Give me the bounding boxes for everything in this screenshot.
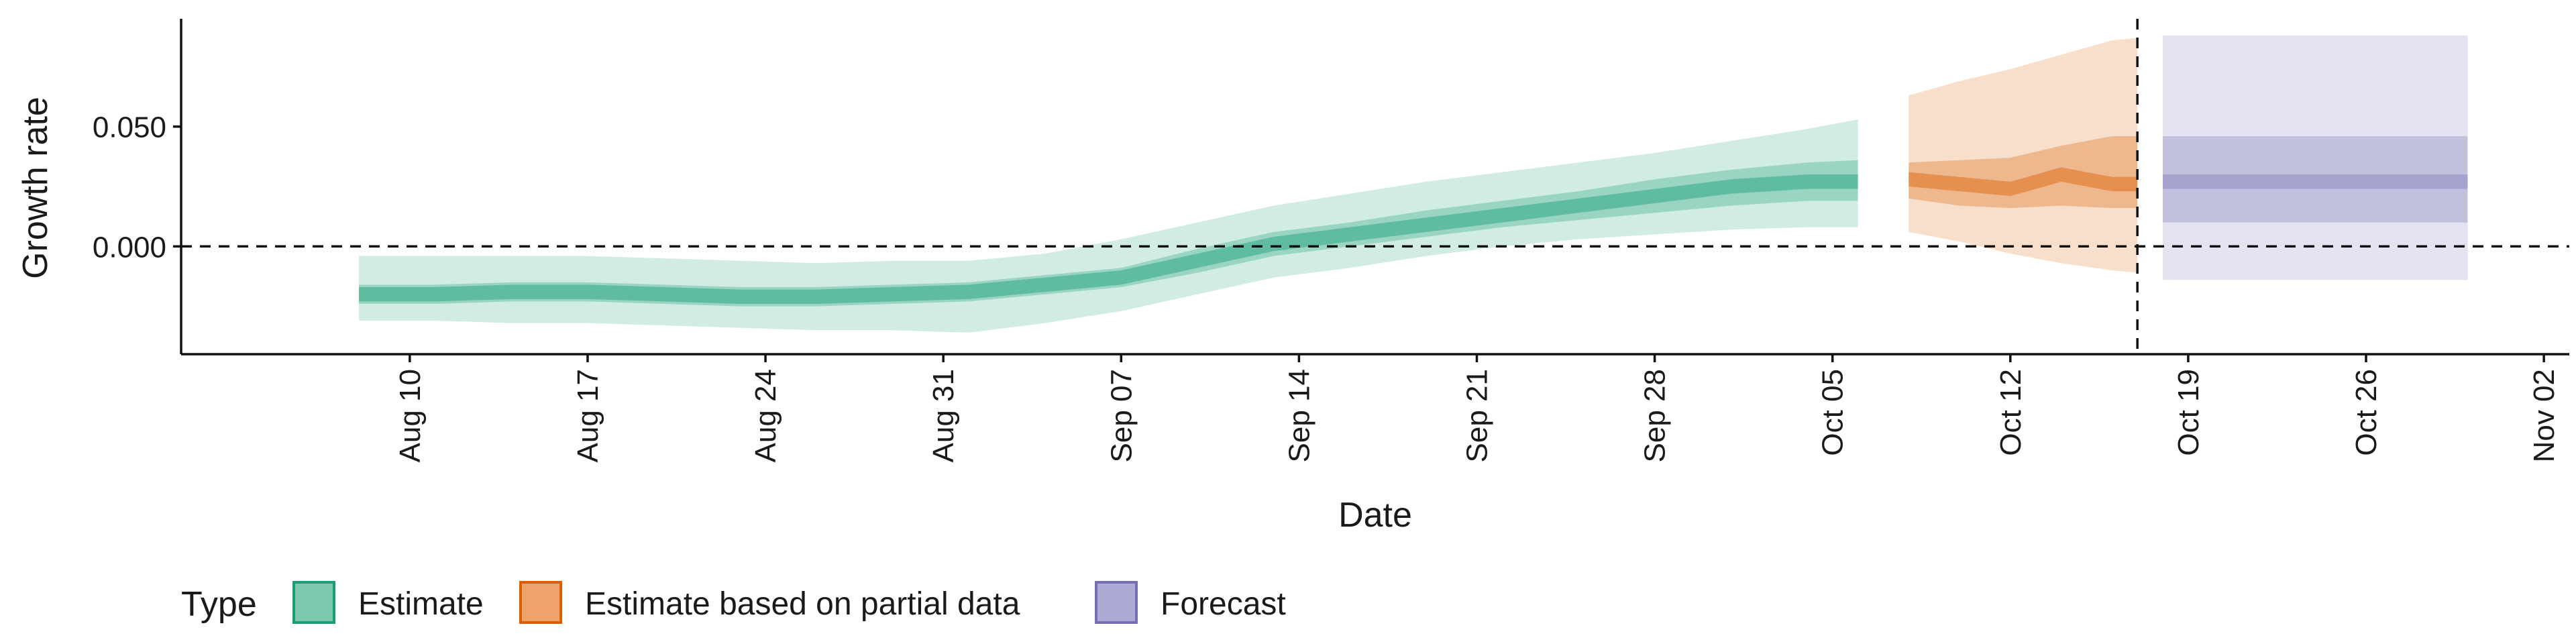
legend-item: Estimate	[292, 581, 484, 624]
legend-item: Estimate based on partial data	[519, 581, 1020, 624]
band-median-2	[2163, 174, 2468, 189]
y-tick-label: 0.050	[93, 111, 166, 144]
x-tick-label: Oct 19	[2172, 369, 2205, 456]
band-90-1	[1909, 38, 2138, 273]
legend-label: Forecast	[1161, 586, 1286, 622]
x-tick-label: Aug 31	[927, 369, 960, 462]
reference-lines	[181, 19, 2569, 354]
band-50-1	[1909, 136, 2138, 209]
x-tick-label: Sep 28	[1639, 369, 1672, 462]
legend-swatch	[1095, 581, 1138, 624]
x-tick-label: Aug 24	[749, 369, 782, 462]
band-median-1	[1909, 167, 2138, 197]
x-tick-label: Sep 21	[1460, 369, 1493, 462]
series-bands	[359, 36, 2468, 333]
legend-swatch	[292, 581, 335, 624]
series-2	[2163, 36, 2468, 280]
x-tick-label: Oct 12	[1994, 369, 2027, 456]
x-tick-label: Oct 26	[2350, 369, 2383, 456]
x-tick-label: Aug 10	[394, 369, 427, 462]
x-tick-label: Sep 14	[1283, 369, 1316, 462]
series-0	[359, 119, 1858, 333]
axes	[180, 19, 2569, 356]
x-tick-label: Nov 02	[2528, 369, 2561, 462]
legend-title: Type	[181, 585, 257, 624]
legend-swatch	[519, 581, 562, 624]
series-1	[1909, 38, 2138, 273]
y-axis-label: Growth rate	[16, 97, 55, 279]
x-tick-label: Oct 05	[1817, 369, 1849, 456]
tick-labels: 0.000 0.050 Aug 10 Aug 17 Aug 24 Aug 31 Sep 07…	[93, 111, 2561, 463]
band-90-0	[359, 119, 1858, 333]
legend: Type Estimate Estimate based on partial d…	[181, 581, 1286, 624]
x-axis-label: Date	[1338, 496, 1412, 535]
x-tick-label: Aug 17	[572, 369, 604, 462]
legend-label: Estimate	[358, 586, 484, 622]
x-tick-label: Sep 07	[1105, 369, 1138, 462]
band-median-0	[359, 174, 1858, 304]
y-tick-label: 0.000	[93, 231, 166, 264]
legend-label: Estimate based on partial data	[585, 586, 1020, 622]
legend-item: Forecast	[1095, 581, 1286, 624]
band-90-2	[2163, 36, 2468, 280]
band-50-0	[359, 160, 1858, 307]
band-50-2	[2163, 136, 2468, 223]
